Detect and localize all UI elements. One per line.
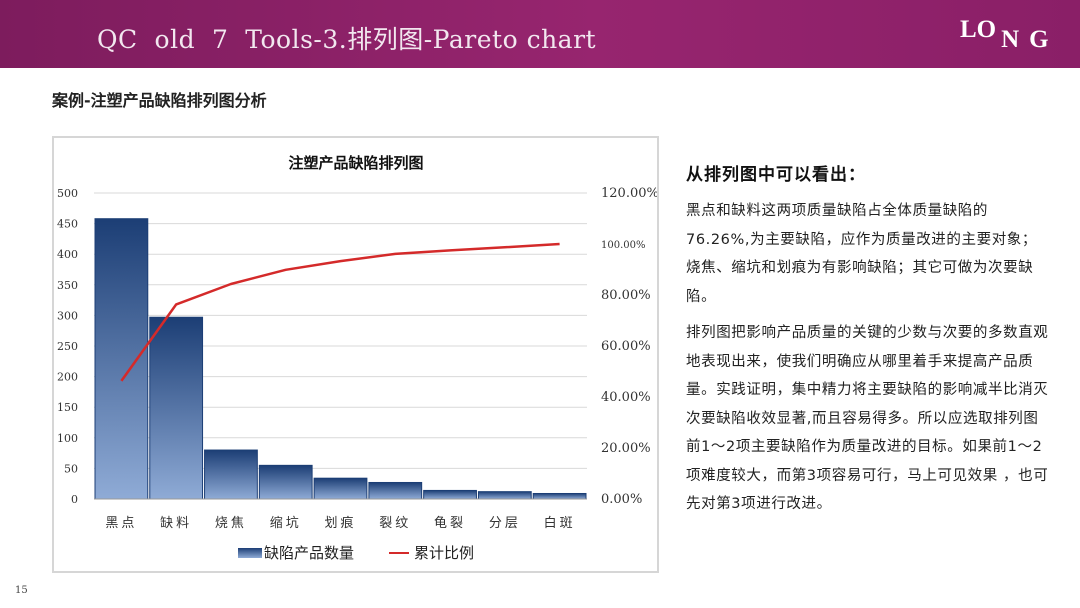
cumulative-line — [120, 242, 560, 382]
x-tick-label: 划痕 — [324, 515, 356, 531]
y-tick-label: 350 — [57, 279, 78, 292]
y2-tick-label: 40.00% — [601, 390, 651, 405]
y-tick-label: 300 — [57, 309, 78, 322]
legend-bar-label: 缺陷产品数量 — [264, 544, 354, 562]
bar — [368, 481, 423, 500]
x-tick-label: 龟裂 — [434, 516, 466, 531]
slide-title: QC old 7 Tools-3.排列图-Pareto chart — [97, 25, 597, 54]
y-tick-label: 400 — [57, 248, 78, 261]
cumulative-line-path — [120, 242, 560, 382]
y2-tick-label: 120.00% — [601, 186, 657, 201]
bar — [94, 218, 149, 500]
y2-tick-label: 100.00% — [601, 240, 646, 251]
bar — [313, 477, 368, 500]
chart-title: 注塑产品缺陷排列图 — [288, 154, 423, 172]
x-tick-label: 缩坑 — [270, 515, 302, 531]
x-tick-label: 缺料 — [160, 516, 192, 531]
y-tick-label: 0 — [71, 493, 78, 506]
pareto-chart-svg: 注塑产品缺陷排列图 0 50 100 150 200 250 300 350 400 450 500… — [57, 154, 657, 562]
brand-logo: LO NG — [960, 16, 1059, 53]
notes-paragraph-1: 黑点和缺料这两项质量缺陷占全体质量缺陷的76.26%,为主要缺陷，应作为质量改进… — [686, 203, 1037, 305]
analysis-notes: 从排列图中可以看出： 黑点和缺料这两项质量缺陷占全体质量缺陷的76.26%,为主… — [686, 160, 1051, 527]
y-tick-label: 250 — [57, 340, 78, 353]
x-tick-label: 黑点 — [105, 516, 137, 531]
bar — [149, 316, 204, 500]
bar — [258, 464, 313, 500]
y-tick-label: 500 — [57, 187, 78, 200]
bar — [477, 491, 532, 500]
y2-tick-label: 20.00% — [601, 441, 651, 456]
y-tick-label: 100 — [57, 432, 78, 445]
y-tick-label: 200 — [57, 371, 78, 384]
notes-paragraph-2: 排列图把影响产品质量的关键的少数与次要的多数直观地表现出来，使我们明确应从哪里着… — [686, 325, 1049, 512]
bars — [94, 218, 587, 500]
bar — [204, 449, 258, 500]
y-tick-label: 450 — [57, 218, 78, 231]
y2-tick-label: 60.00% — [601, 339, 651, 354]
title-banner: QC old 7 Tools-3.排列图-Pareto chart LO NG — [0, 0, 1080, 68]
legend: 缺陷产品数量 累计比例 — [238, 544, 474, 562]
x-tick-label: 烧焦 — [215, 516, 247, 531]
bar — [423, 489, 477, 500]
y-tick-label: 50 — [64, 462, 78, 475]
y2-tick-label: 0.00% — [601, 492, 642, 507]
notes-heading: 从排列图中可以看出： — [686, 165, 866, 185]
legend-bar-swatch — [238, 548, 262, 558]
y2-tick-label: 80.00% — [601, 288, 651, 303]
x-tick-label: 白斑 — [544, 515, 576, 531]
page-number: 15 — [15, 585, 28, 596]
axes: 0 50 100 150 200 250 300 350 400 450 500 0.00% 20.00… — [57, 186, 657, 531]
section-subtitle: 案例-注塑产品缺陷排列图分析 — [52, 91, 267, 110]
y-tick-label: 150 — [57, 401, 78, 414]
x-tick-label: 裂纹 — [379, 516, 411, 531]
pareto-chart: 注塑产品缺陷排列图 0 50 100 150 200 250 300 350 400 450 500… — [52, 136, 659, 573]
bar — [532, 492, 587, 500]
x-tick-label: 分层 — [489, 516, 521, 531]
legend-line-label: 累计比例 — [414, 544, 474, 562]
